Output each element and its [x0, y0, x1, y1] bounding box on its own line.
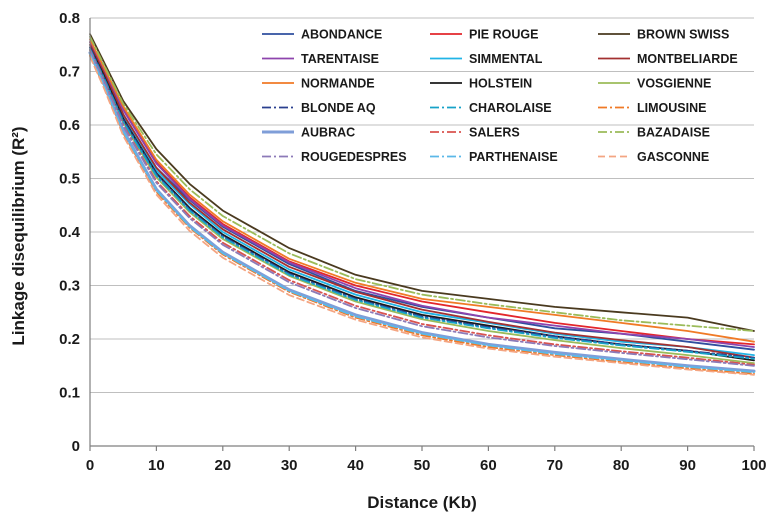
y-axis-title: Linkage disequilibrium (R²) [9, 126, 28, 345]
legend-label: ABONDANCE [301, 28, 382, 42]
legend-label: HOLSTEIN [469, 77, 532, 91]
series-line-simmental [89, 46, 755, 357]
legend-label: ROUGEDESPRES [301, 150, 407, 164]
x-tick-label: 30 [281, 457, 298, 474]
x-tick-label: 40 [347, 457, 364, 474]
series-line-bazadaise [89, 35, 755, 332]
x-tick-label: 60 [480, 457, 497, 474]
legend-label: NORMANDE [301, 77, 375, 91]
y-tick-label: 0.4 [59, 224, 81, 241]
legend-label: LIMOUSINE [637, 101, 706, 115]
series-line-brown-swiss [89, 33, 755, 332]
x-tick-label: 0 [86, 457, 94, 474]
legend-label: BROWN SWISS [637, 28, 729, 42]
y-tick-label: 0.1 [59, 385, 80, 402]
x-tick-label: 70 [546, 457, 563, 474]
legend-label: GASCONNE [637, 150, 709, 164]
series-line-aubrac [88, 51, 756, 373]
y-tick-label: 0.3 [59, 278, 80, 295]
legend-label: PIE ROUGE [469, 28, 538, 42]
x-tick-label: 100 [741, 457, 766, 474]
series-line-parthenaise [89, 52, 755, 374]
series-line-gasconne [89, 55, 755, 376]
series-layer [88, 33, 756, 376]
x-tick-label: 90 [679, 457, 696, 474]
legend: ABONDANCE PIE ROUGE BROWN SWISS TARENTAISE S… [262, 28, 738, 164]
legend-label: SIMMENTAL [469, 52, 543, 66]
legend-label: MONTBELIARDE [637, 52, 738, 66]
x-tick-label: 20 [214, 457, 231, 474]
legend-label: BLONDE AQ [301, 101, 376, 115]
series-line-limousine [89, 54, 755, 375]
grid-layer [90, 17, 754, 393]
legend-label: AUBRAC [301, 126, 355, 140]
x-tick-label: 10 [148, 457, 165, 474]
y-tick-label: 0.8 [59, 10, 80, 27]
legend-label: TARENTAISE [301, 52, 379, 66]
y-tick-label: 0.7 [59, 64, 80, 81]
series-line-tarentaise [89, 41, 755, 348]
series-line-charolaise [89, 48, 755, 360]
x-tick-label: 50 [414, 457, 431, 474]
axes-layer: 0 0.1 0.2 0.3 0.4 0.5 0.6 0.7 0.8 0 10 20 30 40 50 60 70… [59, 10, 766, 474]
x-tick-label: 80 [613, 457, 630, 474]
series-line-normande [89, 38, 755, 343]
series-line-rougedespres [89, 49, 755, 367]
y-tick-label: 0 [72, 438, 80, 455]
legend-label: CHAROLAISE [469, 101, 552, 115]
legend-label: VOSGIENNE [637, 77, 711, 91]
y-tick-label: 0.2 [59, 331, 80, 348]
series-line-montbeliarde [89, 43, 755, 359]
x-axis-title: Distance (Kb) [367, 493, 477, 512]
legend-label: BAZADAISE [637, 126, 710, 140]
legend-label: PARTHENAISE [469, 150, 558, 164]
y-tick-label: 0.6 [59, 117, 80, 134]
y-tick-label: 0.5 [59, 171, 80, 188]
series-line-blonde-aq [89, 46, 755, 359]
legend-label: SALERS [469, 126, 520, 140]
